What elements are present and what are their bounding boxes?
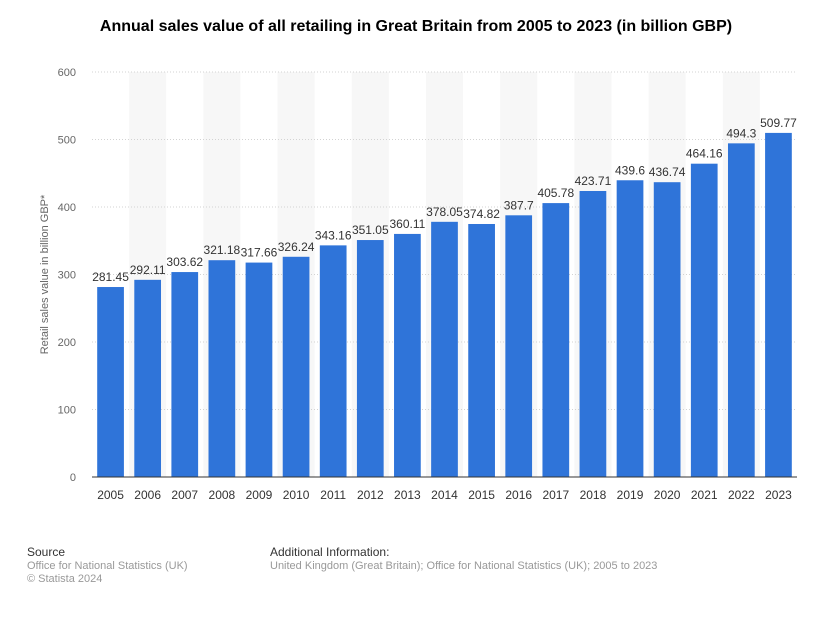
x-tick-label: 2023: [765, 488, 792, 502]
data-label: 378.05: [426, 205, 463, 219]
data-label: 439.6: [615, 163, 645, 177]
bar: [690, 163, 718, 477]
data-label: 374.82: [463, 207, 500, 221]
y-tick-label: 400: [58, 202, 76, 214]
data-label: 423.71: [575, 174, 612, 188]
bar: [97, 287, 124, 477]
bar: [245, 262, 273, 477]
x-tick-label: 2018: [580, 488, 607, 502]
bar: [579, 190, 607, 478]
data-label: 436.74: [649, 165, 686, 179]
bar: [356, 240, 384, 477]
x-tick-label: 2007: [171, 488, 198, 502]
x-tick-label: 2020: [654, 488, 681, 502]
x-tick-label: 2021: [691, 488, 718, 502]
x-tick-label: 2008: [209, 488, 236, 502]
data-label: 405.78: [537, 186, 574, 200]
data-label: 351.05: [352, 223, 389, 237]
bar: [171, 272, 199, 477]
x-tick-label: 2006: [134, 488, 161, 502]
bar: [505, 215, 533, 478]
x-tick-label: 2010: [283, 488, 310, 502]
x-tick-label: 2022: [728, 488, 755, 502]
bar-chart: 0 100 200 300 400 500 600 Retail sales value in…: [39, 67, 797, 502]
data-label: 303.62: [166, 255, 203, 269]
copyright: © Statista 2024: [27, 573, 103, 585]
bar: [319, 245, 347, 477]
source-name[interactable]: Office for National Statistics (UK): [27, 560, 188, 572]
x-tick-label: 2009: [246, 488, 273, 502]
data-label: 281.45: [92, 270, 129, 284]
data-label: 292.11: [130, 263, 166, 277]
bar: [542, 203, 570, 477]
data-label: 321.18: [204, 243, 241, 257]
x-tick-label: 2014: [431, 488, 458, 502]
bar: [431, 221, 458, 477]
data-label: 464.16: [686, 147, 723, 161]
y-tick-label: 100: [58, 405, 76, 417]
source-block: Source Office for National Statistics (U…: [27, 546, 188, 586]
chart-title: Annual sales value of all retailing in G…: [99, 18, 733, 35]
bar: [134, 279, 162, 477]
bar: [653, 182, 681, 477]
y-axis-label: Retail sales value in billion GBP*: [39, 194, 51, 354]
data-label: 494.3: [726, 126, 756, 140]
x-tick-label: 2015: [468, 488, 495, 502]
data-label: 387.7: [504, 198, 534, 212]
x-tick-label: 2012: [357, 488, 384, 502]
data-label: 317.66: [241, 246, 278, 260]
additional-info-text: United Kingdom (Great Britain); Office f…: [270, 560, 658, 572]
additional-info-block: Additional Information: United Kingdom (…: [270, 546, 657, 573]
bar: [727, 143, 755, 477]
y-tick-label: 600: [58, 67, 76, 79]
bar: [394, 233, 421, 477]
x-tick-label: 2017: [542, 488, 569, 502]
bar: [468, 223, 495, 477]
data-label: 360.11: [389, 217, 425, 231]
y-tick-label: 500: [58, 135, 76, 147]
source-heading: Source: [27, 545, 66, 559]
y-tick-label: 0: [70, 472, 76, 484]
additional-info-heading: Additional Information:: [270, 545, 390, 559]
x-tick-label: 2011: [320, 488, 346, 502]
x-tick-label: 2016: [505, 488, 532, 502]
data-label: 509.77: [760, 116, 797, 130]
bar: [616, 180, 644, 477]
x-tick-label: 2005: [97, 488, 124, 502]
x-tick-label: 2013: [394, 488, 421, 502]
y-tick-label: 300: [58, 270, 76, 282]
bar: [765, 132, 792, 477]
y-tick-label: 200: [58, 337, 76, 349]
x-tick-label: 2019: [617, 488, 644, 502]
bar: [282, 256, 310, 477]
data-label: 326.24: [278, 240, 315, 254]
data-label: 343.16: [315, 228, 352, 242]
bar: [208, 260, 236, 477]
